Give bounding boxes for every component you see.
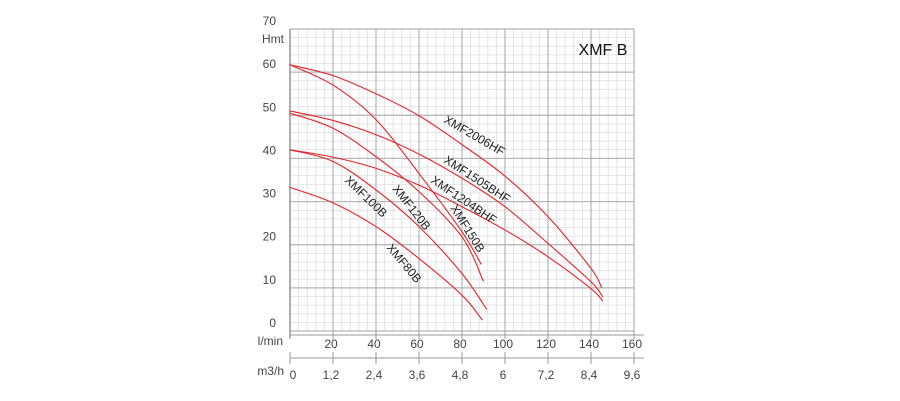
y-tick-label: 0: [269, 316, 276, 330]
y-tick-label: 60: [263, 57, 277, 71]
x-tick-label: 100: [493, 337, 513, 351]
x-tick-label: 40: [367, 337, 381, 351]
x-tick-label: 60: [410, 337, 424, 351]
y-tick-label: 40: [263, 143, 277, 157]
secondary-x-tick-label: 2,4: [366, 368, 383, 382]
secondary-x-tick-label: 6: [500, 368, 507, 382]
secondary-x-axis-label: m3/h: [257, 364, 284, 378]
grid: [289, 28, 644, 359]
curve-xmf1204bhf: [289, 149, 604, 302]
x-tick-label: 20: [324, 337, 338, 351]
curves: [289, 64, 604, 321]
curve-xmf150b: [289, 64, 482, 265]
x-tick-label: 80: [453, 337, 467, 351]
x-axis-label: l/min: [258, 334, 283, 348]
x-tick-label: 120: [536, 337, 556, 351]
tick-labels: 20 40 60 80 100 120 140 160 0 10 20 30 40 50 60 70 0 1,2 2…: [263, 14, 643, 382]
y-tick-label: 30: [263, 187, 277, 201]
secondary-x-tick-label: 0: [290, 368, 297, 382]
y-axis-label: Hmt: [262, 32, 285, 46]
y-tick-label: 20: [263, 230, 277, 244]
secondary-x-tick-label: 8,4: [581, 368, 598, 382]
x-tick-label: 140: [579, 337, 599, 351]
curve-xmf80b: [289, 186, 483, 321]
secondary-x-tick-label: 9,6: [624, 368, 641, 382]
secondary-x-tick-label: 4,8: [452, 368, 469, 382]
curve-xmf1505bhf: [289, 110, 604, 298]
chart-title: XMF B: [579, 42, 628, 59]
secondary-x-tick-label: 1,2: [323, 368, 340, 382]
secondary-x-tick-label: 3,6: [409, 368, 426, 382]
secondary-x-tick-label: 7,2: [538, 368, 555, 382]
curve-label: XMF100B: [342, 173, 390, 220]
curve-label: XMF2006HF: [442, 112, 508, 158]
curve-xmf100b: [289, 149, 488, 310]
curve-label: XMF120B: [390, 182, 434, 233]
x-tick-label: 160: [622, 337, 642, 351]
y-tick-label: 50: [263, 100, 277, 114]
y-tick-label: 10: [263, 273, 277, 287]
curve-xmf2006hf: [289, 64, 603, 289]
curve-xmf120b: [289, 112, 484, 282]
y-tick-label: 70: [263, 14, 277, 28]
